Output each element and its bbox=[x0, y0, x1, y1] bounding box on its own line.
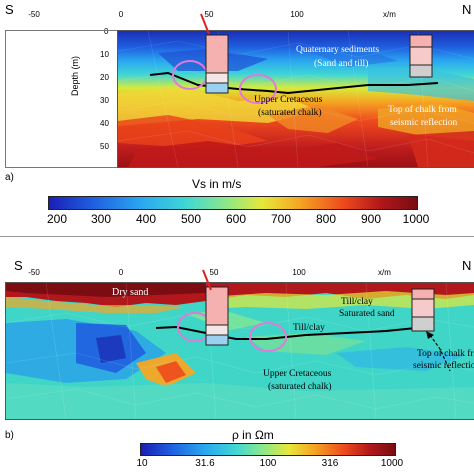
panel-separator bbox=[0, 236, 474, 237]
panel-b-xtick: 0 bbox=[118, 268, 124, 277]
annotation-quaternary: Quaternary sediments bbox=[296, 45, 380, 55]
colorbar-a-tick: 1000 bbox=[402, 212, 430, 226]
panel-a-xtick: -50 bbox=[28, 10, 40, 19]
colorbar-a-tick: 700 bbox=[270, 212, 292, 226]
panel-a-x-unit: x/m bbox=[383, 10, 396, 19]
annotation-upper-cretaceous: Upper Cretaceous bbox=[254, 95, 323, 105]
panel-a-label: a) bbox=[5, 172, 14, 183]
annotation-top-chalk-sub: seismic reflection bbox=[390, 118, 458, 128]
annotation-upper-cretaceous-b: Upper Cretaceous bbox=[263, 369, 332, 379]
colorbar-a-tick: 400 bbox=[135, 212, 157, 226]
panel-a-ytick: 40 bbox=[100, 119, 109, 128]
annotation-top-chalk: Top of chalk from bbox=[388, 105, 457, 115]
colorbar-a-tick: 600 bbox=[225, 212, 247, 226]
panel-a-dir-left: S bbox=[5, 2, 14, 17]
colorbar-b-tick: 31.6 bbox=[195, 458, 215, 469]
colorbar-b-tick: 10 bbox=[136, 458, 148, 469]
colorbar-b-tick: 100 bbox=[259, 458, 277, 469]
annotation-upper-cretaceous-sub: (saturated chalk) bbox=[258, 108, 322, 118]
colorbar-a-tick: 800 bbox=[315, 212, 337, 226]
annotation-top-chalk-b-sub: seismic reflectio bbox=[413, 361, 474, 371]
panel-b-dir-left: S bbox=[14, 258, 23, 273]
panel-a-section: Quaternary sediments (Sand and till) Upp… bbox=[117, 30, 474, 168]
panel-a-ytick: 50 bbox=[100, 142, 109, 151]
panel-b-dir-right: N bbox=[462, 258, 472, 273]
panel-b-xtick: -50 bbox=[28, 268, 40, 277]
colorbar-b-title: ρ in Ωm bbox=[232, 428, 274, 442]
colorbar-b-tick: 1000 bbox=[380, 458, 404, 469]
panel-a-dir-right: N bbox=[462, 2, 472, 17]
panel-a-ytick: 20 bbox=[100, 73, 109, 82]
panel-a-xtick: 0 bbox=[118, 10, 124, 19]
colorbar-b-tick: 316 bbox=[321, 458, 339, 469]
annotation-quaternary-sub: (Sand and till) bbox=[314, 59, 369, 69]
annotation-till-clay-top: Till/clay bbox=[341, 297, 373, 307]
colorbar-a-tick: 300 bbox=[90, 212, 112, 226]
colorbar-a bbox=[48, 196, 418, 210]
annotation-top-chalk-b: Top of chalk fr bbox=[417, 349, 474, 359]
colorbar-a-tick: 500 bbox=[180, 212, 202, 226]
panel-b-xtick: 100 bbox=[292, 268, 306, 277]
panel-b-xtick: 50 bbox=[209, 268, 219, 277]
panel-b-label: b) bbox=[5, 430, 14, 441]
panel-a-xtick: 100 bbox=[290, 10, 304, 19]
panel-b-resistivity-model bbox=[6, 283, 474, 419]
annotation-till-clay-mid: Till/clay bbox=[293, 323, 325, 333]
panel-a-velocity-model bbox=[118, 31, 474, 167]
panel-b-section: Dry sand Till/clay Saturated sand Till/c… bbox=[5, 282, 474, 420]
colorbar-a-tick: 900 bbox=[360, 212, 382, 226]
panel-a-ytick: 0 bbox=[104, 27, 109, 36]
annotation-dry-sand: Dry sand bbox=[112, 287, 149, 298]
colorbar-b bbox=[140, 443, 396, 456]
annotation-upper-cretaceous-b-sub: (saturated chalk) bbox=[268, 382, 332, 392]
annotation-saturated-sand: Saturated sand bbox=[339, 309, 395, 319]
panel-a-ytick: 30 bbox=[100, 96, 109, 105]
panel-a-xtick: 50 bbox=[204, 10, 214, 19]
colorbar-a-tick: 200 bbox=[46, 212, 68, 226]
colorbar-a-title: Vs in m/s bbox=[192, 177, 242, 191]
panel-b-x-unit: x/m bbox=[378, 268, 391, 277]
panel-a-ytick: 10 bbox=[100, 50, 109, 59]
